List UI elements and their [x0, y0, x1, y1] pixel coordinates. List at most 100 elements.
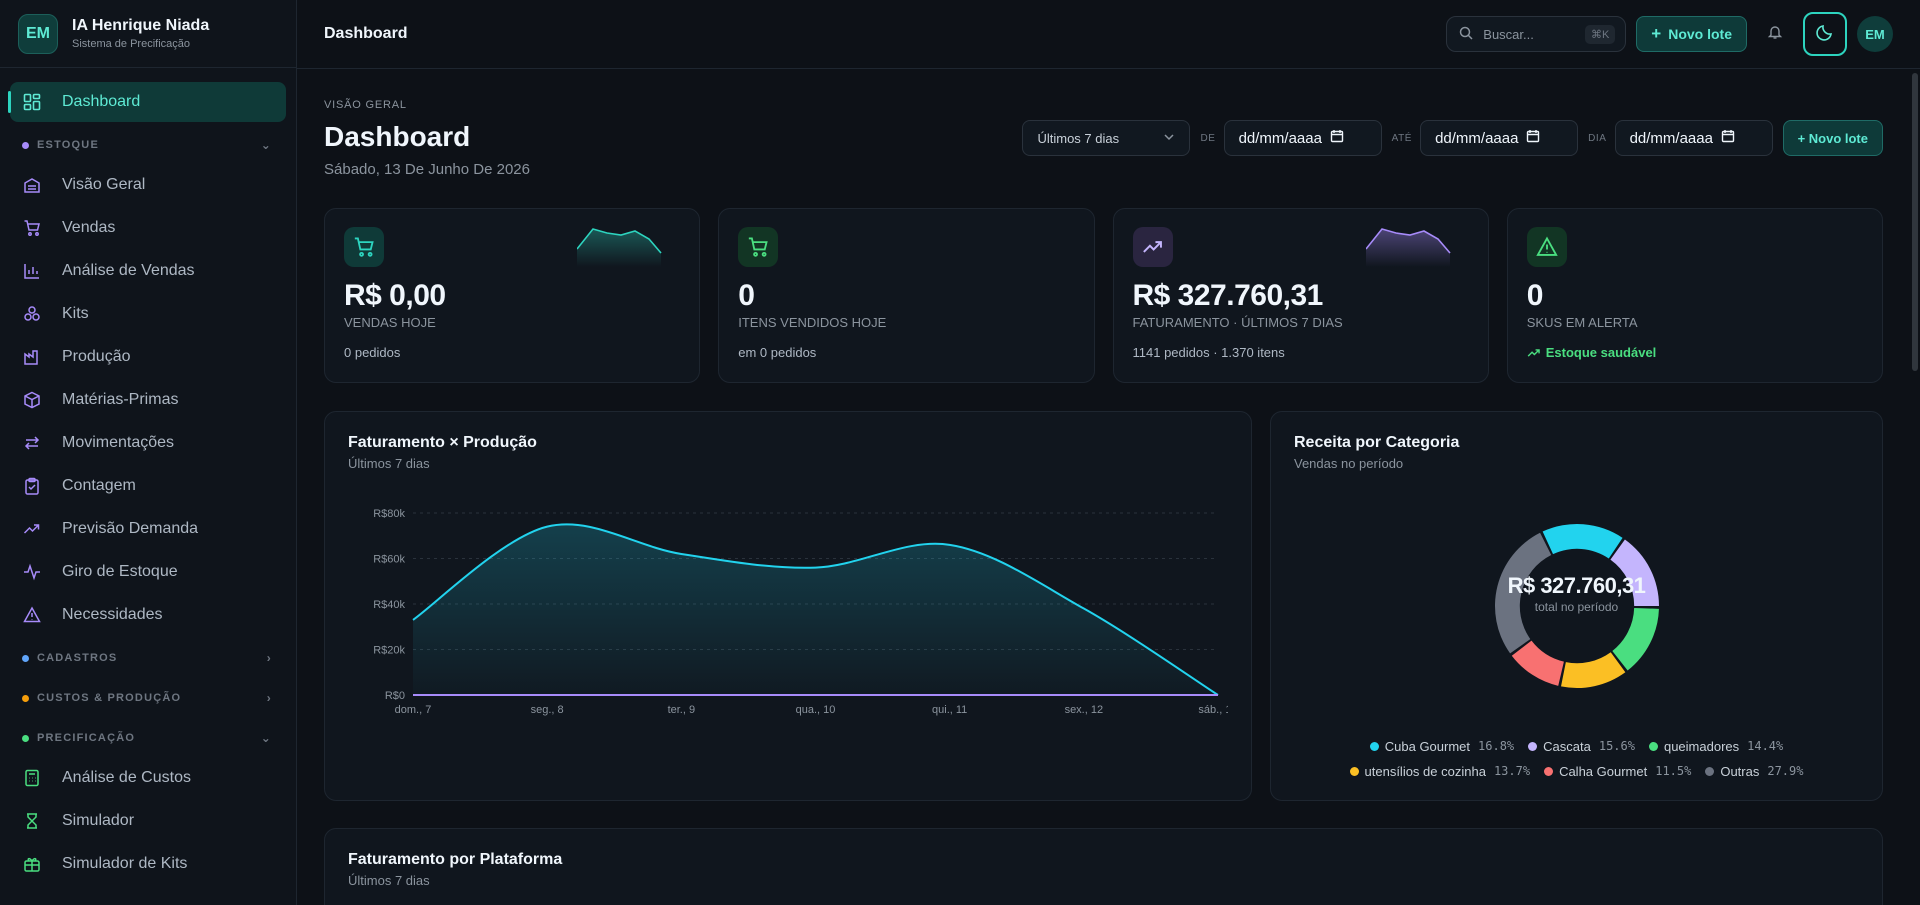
legend-label: Calha Gourmet — [1559, 764, 1648, 779]
kpi-card-itens-vendidos[interactable]: 0 ITENS VENDIDOS HOJE em 0 pedidos — [718, 208, 1095, 383]
x-tick-label: qua., 10 — [796, 704, 836, 716]
arrows-exchange-icon — [22, 433, 42, 453]
date-from-placeholder: dd/mm/aaaa — [1238, 129, 1322, 147]
page-date: Sábado, 13 De Junho De 2026 — [324, 161, 530, 178]
panel-subtitle: Últimos 7 dias — [348, 456, 430, 471]
x-tick-label: sex., 12 — [1065, 704, 1104, 716]
sidebar-item-simulador-kits[interactable]: Simulador de Kits — [10, 844, 286, 884]
sidebar-item-materias-primas[interactable]: Matérias-Primas — [10, 380, 286, 420]
kpi-card-skus-alerta[interactable]: 0 SKUS EM ALERTA Estoque saudável — [1506, 208, 1883, 383]
sidebar-item-producao[interactable]: Produção — [10, 337, 286, 377]
legend-percent: 15.6% — [1598, 739, 1635, 753]
series-area-fill — [413, 524, 1218, 695]
section-custos-producao[interactable]: CUSTOS & PRODUÇÃO › — [10, 678, 286, 718]
date-from-input[interactable]: dd/mm/aaaa — [1223, 120, 1382, 156]
donut-slice[interactable] — [1560, 652, 1625, 688]
trending-up-icon — [1527, 346, 1541, 360]
kpi-value: 0 — [738, 279, 755, 312]
date-day-input[interactable]: dd/mm/aaaa — [1614, 120, 1773, 156]
new-batch-label: Novo lote — [1668, 26, 1732, 42]
revenue-production-panel: Faturamento × Produção Últimos 7 dias R$… — [324, 411, 1252, 801]
new-batch-button[interactable]: + Novo lote — [1636, 16, 1747, 52]
period-select[interactable]: Últimos 7 dias — [1022, 120, 1191, 156]
sidebar-item-movimentacoes[interactable]: Movimentações — [10, 423, 286, 463]
panel-subtitle: Últimos 7 dias — [348, 873, 430, 888]
kpi-subtext: 1141 pedidos · 1.370 itens — [1132, 345, 1285, 360]
trending-up-icon — [22, 519, 42, 539]
user-avatar[interactable]: EM — [1857, 16, 1893, 52]
sidebar-item-previsao-demanda[interactable]: Previsão Demanda — [10, 509, 286, 549]
legend-swatch — [1544, 767, 1554, 776]
sidebar-item-label: Vendas — [62, 219, 116, 236]
donut-slice[interactable] — [1609, 539, 1659, 606]
sidebar-item-simulador[interactable]: Simulador — [10, 801, 286, 841]
series-line-faturamento[interactable] — [412, 523, 1219, 696]
sidebar-item-contagem[interactable]: Contagem — [10, 466, 286, 506]
sidebar-nav: Dashboard ESTOQUE ⌄ Visão Geral Vendas A… — [0, 68, 296, 884]
section-precificacao[interactable]: PRECIFICAÇÃO ⌄ — [10, 718, 286, 758]
section-label: CADASTROS — [37, 652, 118, 664]
sidebar-item-vendas[interactable]: Vendas — [10, 208, 286, 248]
sidebar-item-label: Giro de Estoque — [62, 563, 178, 580]
hourglass-icon — [22, 811, 42, 831]
search-icon — [1459, 26, 1473, 43]
legend-item[interactable]: Cascata 15.6% — [1528, 734, 1635, 759]
section-estoque[interactable]: ESTOQUE ⌄ — [10, 125, 286, 165]
sidebar-item-giro-estoque[interactable]: Giro de Estoque — [10, 552, 286, 592]
boxes-icon — [22, 304, 42, 324]
date-to-input[interactable]: dd/mm/aaaa — [1420, 120, 1579, 156]
legend-item[interactable]: Cuba Gourmet 16.8% — [1369, 734, 1514, 759]
donut-slice[interactable] — [1511, 640, 1564, 686]
sidebar-item-necessidades[interactable]: Necessidades — [10, 595, 286, 635]
legend-label: queimadores — [1663, 739, 1740, 754]
header-new-batch-button[interactable]: + Novo lote — [1782, 120, 1883, 156]
brand-logo: EM — [18, 13, 58, 54]
legend-swatch — [1648, 742, 1658, 751]
cart-icon — [738, 227, 779, 267]
section-cadastros[interactable]: CADASTROS › — [10, 638, 286, 678]
chevron-right-icon: › — [266, 691, 272, 705]
sidebar-item-label: Necessidades — [62, 606, 163, 623]
donut-total-label: total no período — [1534, 600, 1619, 614]
revenue-area-chart[interactable]: R$0 R$20k R$40k R$60k R$80k dom., 7 seg., 8 ter… — [348, 488, 1228, 718]
notifications-button[interactable] — [1757, 16, 1793, 52]
donut-slice[interactable] — [1611, 607, 1659, 671]
sidebar-item-dashboard[interactable]: Dashboard — [8, 82, 286, 122]
page-header: VISÃO GERAL Dashboard Sábado, 13 De Junh… — [324, 69, 1883, 208]
kpi-label: ITENS VENDIDOS HOJE — [738, 315, 887, 330]
plus-icon: + — [1651, 24, 1662, 43]
sidebar-item-kits[interactable]: Kits — [10, 294, 286, 334]
brand[interactable]: EM IA Henrique Niada Sistema de Precific… — [0, 0, 296, 68]
legend-item[interactable]: queimadores 14.4% — [1648, 734, 1783, 759]
legend-label: Outras — [1720, 764, 1760, 779]
sidebar-item-label: Análise de Custos — [62, 769, 191, 786]
legend-item[interactable]: Calha Gourmet 11.5% — [1544, 759, 1691, 784]
kpi-subtext: em 0 pedidos — [738, 345, 817, 360]
sidebar-item-label: Contagem — [62, 477, 136, 494]
label-ate: ATÉ — [1391, 132, 1413, 144]
calendar-icon — [1721, 129, 1735, 147]
search-input[interactable] — [1483, 26, 1574, 42]
y-tick-label: R$20k — [373, 645, 405, 657]
legend-item[interactable]: Outras 27.9% — [1705, 759, 1803, 784]
scrollbar-thumb[interactable] — [1912, 73, 1918, 371]
sidebar-item-analise-vendas[interactable]: Análise de Vendas — [10, 251, 286, 291]
kpi-card-faturamento[interactable]: R$ 327.760,31 FATURAMENTO · ÚLTIMOS 7 DI… — [1112, 208, 1489, 383]
page-eyebrow: VISÃO GERAL — [324, 99, 407, 111]
activity-icon — [22, 562, 42, 582]
category-donut-chart[interactable] — [1477, 506, 1677, 706]
sidebar-item-label: Movimentações — [62, 434, 175, 451]
sidebar-item-analise-custos[interactable]: Análise de Custos — [10, 758, 286, 798]
donut-slice[interactable] — [1494, 532, 1551, 654]
section-label: PRECIFICAÇÃO — [37, 732, 136, 744]
search-box[interactable]: ⌘K — [1446, 16, 1627, 52]
legend-item[interactable]: utensílios de cozinha 13.7% — [1349, 759, 1530, 784]
sidebar-item-visao-geral[interactable]: Visão Geral — [10, 165, 286, 205]
kpi-card-vendas-hoje[interactable]: R$ 0,00 VENDAS HOJE 0 pedidos — [324, 208, 701, 383]
kpi-label: SKUS EM ALERTA — [1526, 315, 1638, 330]
legend-swatch — [1349, 767, 1359, 776]
section-label: CUSTOS & PRODUÇÃO — [37, 692, 182, 704]
theme-toggle-button[interactable] — [1803, 12, 1847, 56]
donut-slice[interactable] — [1542, 524, 1623, 559]
factory-icon — [22, 347, 42, 367]
